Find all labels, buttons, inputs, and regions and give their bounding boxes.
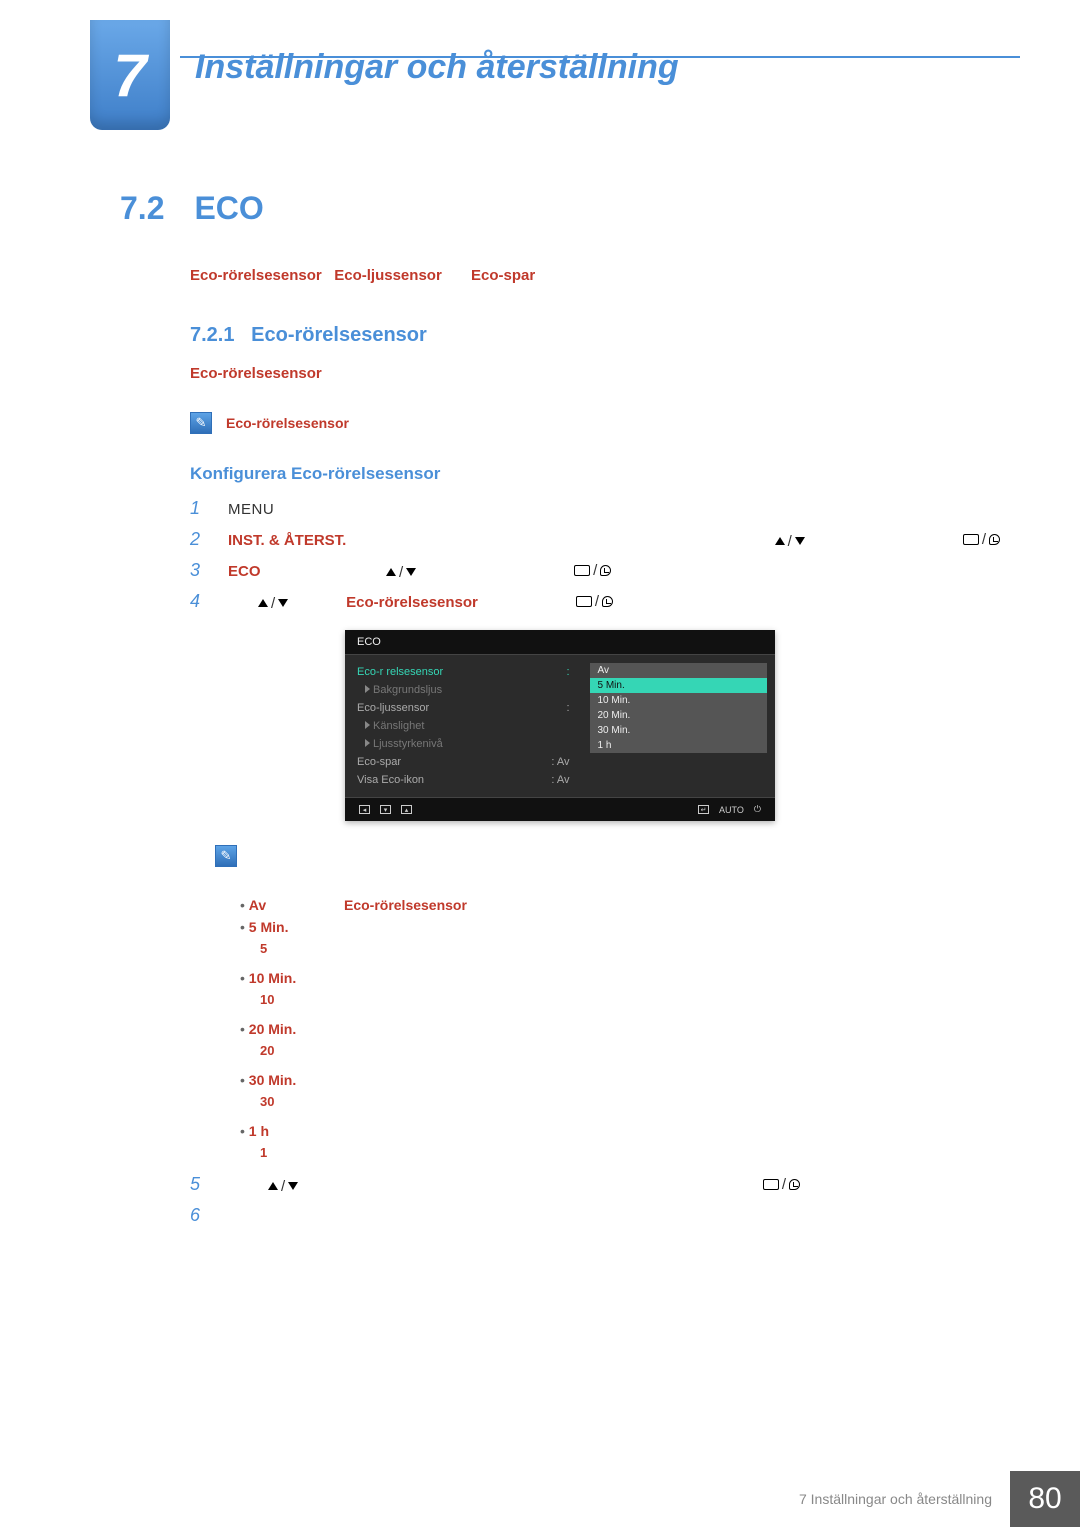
osd-option: 20 Min. xyxy=(590,708,768,723)
osd-row: Eco-ljussensor: xyxy=(357,699,570,717)
page-content: 7.2 ECO Eco-rörelsesensor Eco-ljussensor… xyxy=(120,190,1000,1236)
step-1: 1 MENU xyxy=(190,498,1000,519)
chapter-title: Inställningar och återställning xyxy=(195,48,679,87)
bullet-10min-label: 10 Min. xyxy=(249,970,296,986)
bullet-30min-sub: 30 xyxy=(260,1094,1000,1109)
body-para-1: Eco-rörelsesensor xyxy=(190,365,1000,382)
step-label-3: ECO xyxy=(228,563,261,580)
bullet-av-term: Eco-rörelsesensor xyxy=(344,897,467,913)
section-number: 7.2 xyxy=(120,190,190,227)
step-label-2: INST. & ÅTERST. xyxy=(228,532,346,549)
footer-text: 7 Inställningar och återställning xyxy=(781,1471,1010,1527)
bullet-5min: 5 Min. xyxy=(240,919,1000,935)
step-list: 1 MENU 2 INST. & ÅTERST. / / 3 ECO / / 4… xyxy=(190,498,1000,612)
note-icon: ✎ xyxy=(190,412,212,434)
step-num-6: 6 xyxy=(190,1205,210,1226)
chapter-badge: 7 xyxy=(90,20,170,130)
step-num-3: 3 xyxy=(190,560,210,581)
footer-page-number: 80 xyxy=(1010,1471,1080,1527)
step-2: 2 INST. & ÅTERST. / / xyxy=(190,529,1000,550)
nav-enter-icon: / xyxy=(576,593,613,610)
osd-row: Eco-r relsesensor: xyxy=(357,663,570,681)
osd-row: Bakgrundsljus xyxy=(357,681,570,699)
note-term: Eco-rörelsesensor xyxy=(226,415,349,431)
step-num-1: 1 xyxy=(190,498,210,519)
osd-auto-label: AUTO xyxy=(719,805,744,815)
bullet-30min-label: 30 Min. xyxy=(249,1072,296,1088)
step-3: 3 ECO / / xyxy=(190,560,1000,581)
osd-body: Eco-r relsesensor:BakgrundsljusEco-ljuss… xyxy=(345,655,775,797)
step-6: 6 xyxy=(190,1205,1000,1226)
note-row-2: ✎ xyxy=(215,845,1000,867)
step-label-4: Eco-rörelsesensor xyxy=(346,594,478,611)
nav-updown-icon: / xyxy=(386,564,416,581)
step-num-2: 2 xyxy=(190,529,210,550)
bullet-20min-label: 20 Min. xyxy=(249,1021,296,1037)
bullet-av-label: Av xyxy=(249,897,266,913)
osd-menu-right: Av5 Min.10 Min.20 Min.30 Min.1 h xyxy=(582,655,776,797)
osd-row: Känslighet xyxy=(357,717,570,735)
osd-menu-left: Eco-r relsesensor:BakgrundsljusEco-ljuss… xyxy=(345,655,582,797)
option-bullets: Av Eco-rörelsesensor 5 Min. 5 10 Min. 10… xyxy=(240,897,1000,1160)
subsection-title: Eco-rörelsesensor xyxy=(251,324,427,346)
bullet-1h-sub: 1 xyxy=(260,1145,1000,1160)
osd-title: ECO xyxy=(345,630,775,655)
osd-footer: ◂ ▾ ▴ ↵ AUTO ⏻ xyxy=(345,797,775,821)
step-label-1: MENU xyxy=(228,501,274,518)
section-title: ECO xyxy=(194,190,263,226)
osd-row: Ljusstyrkenivå xyxy=(357,735,570,753)
osd-enter-icon: ↵ xyxy=(698,805,709,814)
bullet-10min-sub: 10 xyxy=(260,992,1000,1007)
osd-screenshot: ECO Eco-r relsesensor:BakgrundsljusEco-l… xyxy=(345,630,775,821)
osd-back-icon: ◂ xyxy=(359,805,370,814)
bullet-5min-label: 5 Min. xyxy=(249,919,289,935)
configure-heading: Konfigurera Eco-rörelsesensor xyxy=(190,464,1000,484)
osd-footer-left: ◂ ▾ ▴ xyxy=(359,805,412,814)
bullet-30min: 30 Min. xyxy=(240,1072,1000,1088)
osd-footer-right: ↵ AUTO ⏻ xyxy=(698,804,761,815)
subsection-number: 7.2.1 xyxy=(190,324,234,346)
term-eco-light: Eco-ljussensor xyxy=(334,267,442,284)
bullet-20min: 20 Min. xyxy=(240,1021,1000,1037)
nav-enter-icon: / xyxy=(763,1176,800,1193)
subsection-heading: 7.2.1 Eco-rörelsesensor xyxy=(190,324,1000,347)
bullet-1h: 1 h xyxy=(240,1123,1000,1139)
body-term-1: Eco-rörelsesensor xyxy=(190,365,322,382)
osd-power-icon: ⏻ xyxy=(754,804,761,815)
intro-terms: Eco-rörelsesensor Eco-ljussensor Eco-spa… xyxy=(190,267,1000,284)
osd-option: Av xyxy=(590,663,768,678)
step-5: 5 / / xyxy=(190,1174,1000,1195)
step-4: 4 / Eco-rörelsesensor / xyxy=(190,591,1000,612)
nav-updown-icon: / xyxy=(268,1178,298,1195)
nav-enter-icon: / xyxy=(963,531,1000,548)
osd-option: 10 Min. xyxy=(590,693,768,708)
page-footer: 7 Inställningar och återställning 80 xyxy=(781,1471,1080,1527)
osd-option: 1 h xyxy=(590,738,768,753)
step-num-5: 5 xyxy=(190,1174,210,1195)
section-heading: 7.2 ECO xyxy=(120,190,1000,227)
osd-option: 30 Min. xyxy=(590,723,768,738)
nav-enter-icon: / xyxy=(574,562,611,579)
nav-updown-icon: / xyxy=(258,595,288,612)
osd-down-icon: ▾ xyxy=(380,805,391,814)
term-eco-motion: Eco-rörelsesensor xyxy=(190,267,322,284)
note-row: ✎ Eco-rörelsesensor xyxy=(190,412,1000,434)
bullet-1h-label: 1 h xyxy=(249,1123,269,1139)
step-list-2: 5 / / 6 xyxy=(190,1174,1000,1226)
bullet-av: Av Eco-rörelsesensor xyxy=(240,897,1000,913)
bullet-20min-sub: 20 xyxy=(260,1043,1000,1058)
osd-row: Visa Eco-ikon: Av xyxy=(357,771,570,789)
note-icon: ✎ xyxy=(215,845,237,867)
osd-option: 5 Min. xyxy=(590,678,768,693)
nav-updown-icon: / xyxy=(775,533,805,550)
osd-row: Eco-spar: Av xyxy=(357,753,570,771)
term-eco-save: Eco-spar xyxy=(471,267,535,284)
bullet-5min-sub: 5 xyxy=(260,941,1000,956)
step-num-4: 4 xyxy=(190,591,210,612)
bullet-10min: 10 Min. xyxy=(240,970,1000,986)
osd-up-icon: ▴ xyxy=(401,805,412,814)
